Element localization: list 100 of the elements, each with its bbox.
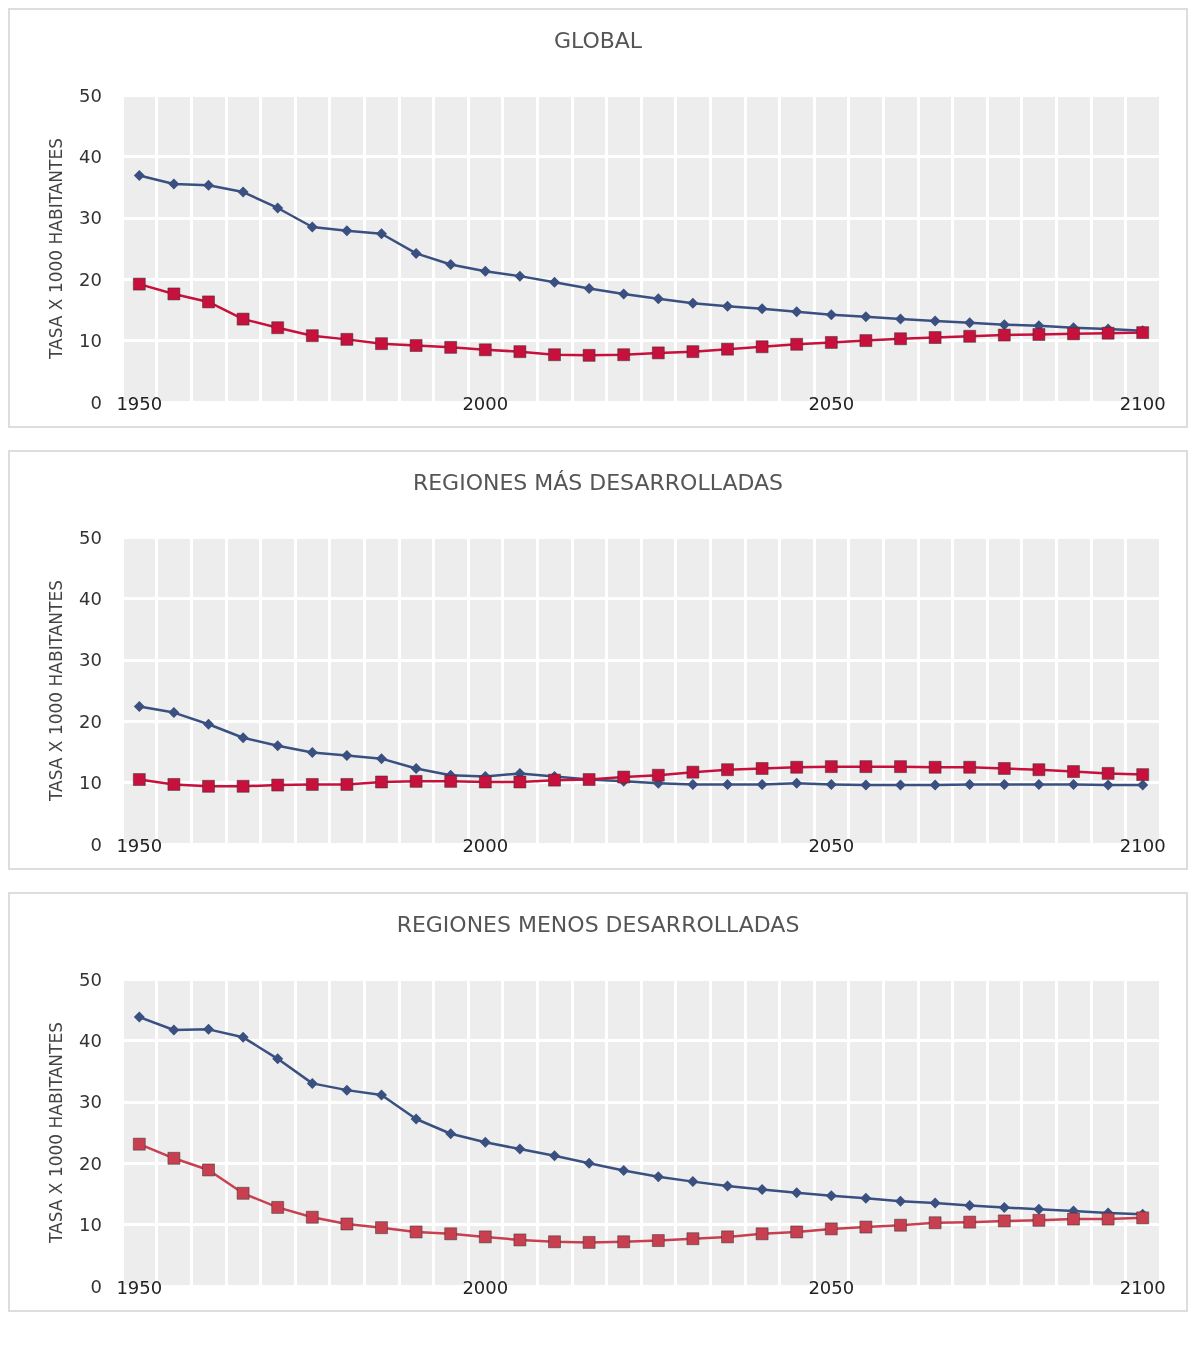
point [133, 1137, 146, 1151]
point [928, 1216, 942, 1230]
point [825, 336, 838, 349]
point [237, 186, 249, 198]
point [1067, 765, 1080, 778]
point [929, 1197, 941, 1209]
y-tick-label: 10 [79, 772, 102, 794]
point [409, 1225, 423, 1239]
point [687, 297, 699, 309]
point [237, 732, 249, 744]
chart-title: REGIONES MENOS DESARROLLADAS [396, 911, 800, 937]
x-tick-label: 1950 [116, 392, 163, 414]
point [203, 718, 214, 730]
point [202, 295, 215, 309]
point [929, 779, 941, 791]
x-tick-label: 1950 [116, 1276, 163, 1298]
y-axis-title: TASA X 1000 HABITANTES [45, 138, 66, 360]
x-tick-label: 2000 [462, 1276, 509, 1298]
point [271, 1201, 284, 1214]
y-axis-title: TASA X 1000 HABITANTES [45, 1022, 66, 1244]
point [306, 747, 318, 759]
point [445, 1128, 457, 1140]
point [652, 1171, 664, 1183]
point [756, 1184, 768, 1196]
point [755, 762, 769, 775]
point [133, 773, 146, 786]
point [721, 342, 734, 356]
point [894, 332, 907, 346]
point [271, 321, 284, 334]
point [236, 1187, 250, 1200]
point [722, 300, 733, 312]
point [687, 1176, 699, 1188]
x-tick-label: 2050 [808, 392, 855, 414]
point [1032, 763, 1046, 776]
y-tick-label: 10 [79, 1214, 102, 1236]
point [1102, 779, 1114, 791]
point [375, 337, 388, 350]
point [513, 345, 527, 358]
point [271, 778, 284, 792]
point [549, 276, 560, 288]
chart-title: REGIONES MÁS DESARROLLADAS [412, 469, 784, 495]
point [375, 775, 388, 789]
y-tick-label: 40 [79, 587, 102, 609]
point [928, 331, 942, 344]
point [1032, 328, 1046, 341]
point [859, 1220, 873, 1234]
point [203, 179, 214, 191]
point [895, 313, 906, 325]
point [617, 1235, 630, 1249]
point [479, 775, 492, 789]
point [790, 761, 803, 774]
point [755, 340, 769, 353]
point [618, 1165, 630, 1177]
point [860, 1192, 872, 1204]
point [1033, 1203, 1045, 1215]
point [652, 1234, 665, 1247]
point [1033, 778, 1045, 790]
point [1032, 1214, 1046, 1227]
point [859, 334, 873, 347]
point [444, 341, 457, 354]
point [791, 777, 803, 789]
point [895, 779, 906, 791]
point [756, 778, 768, 790]
point [825, 309, 837, 321]
point [1067, 1212, 1080, 1226]
point [133, 700, 145, 712]
point [617, 770, 630, 784]
point [686, 765, 700, 779]
point [376, 1089, 387, 1101]
point [376, 753, 387, 765]
point [998, 778, 1010, 790]
point [722, 1180, 733, 1192]
point [237, 1031, 249, 1043]
point [582, 1236, 596, 1249]
point [340, 778, 354, 791]
y-axis-title: TASA X 1000 HABITANTES [45, 580, 66, 802]
point [306, 1210, 319, 1224]
point [963, 1215, 976, 1229]
point [479, 343, 492, 357]
point [236, 780, 250, 793]
point [963, 761, 976, 774]
point [617, 348, 630, 361]
point [1136, 768, 1149, 781]
point [791, 306, 803, 318]
point [1101, 326, 1115, 340]
point [410, 762, 422, 774]
y-tick-label: 0 [90, 391, 102, 413]
point [1101, 1212, 1115, 1226]
point [202, 1163, 215, 1177]
point [652, 293, 664, 305]
point [167, 778, 181, 791]
point [479, 265, 491, 277]
point [376, 228, 387, 240]
point [686, 345, 700, 358]
point [167, 1152, 181, 1165]
point [514, 270, 526, 282]
point [722, 778, 733, 790]
y-tick-label: 30 [79, 1091, 102, 1113]
y-tick-label: 40 [79, 145, 102, 167]
point [202, 780, 215, 793]
